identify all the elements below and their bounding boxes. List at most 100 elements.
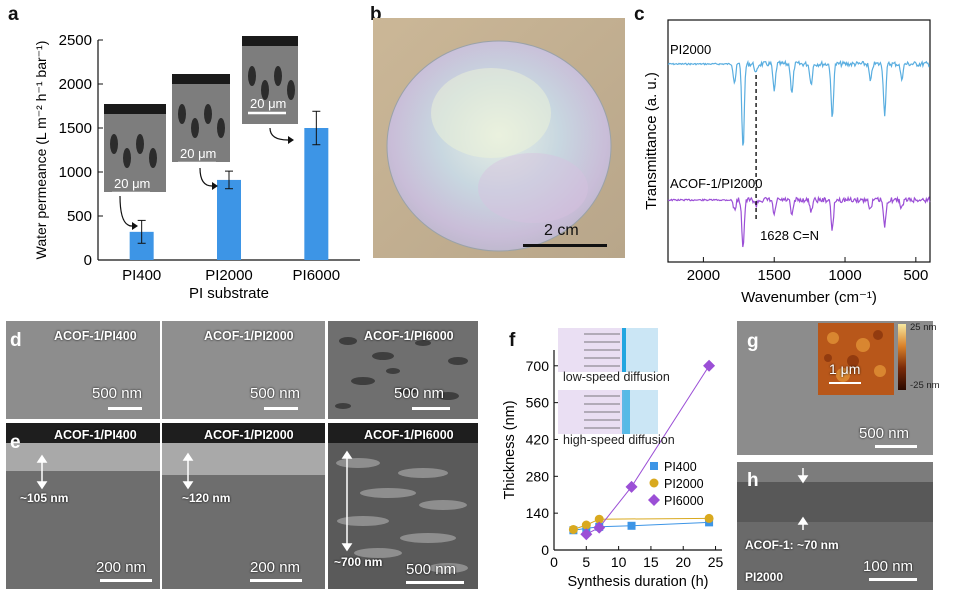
arrowhead <box>132 222 138 230</box>
x-tick-label: 1000 <box>828 267 861 284</box>
pore <box>191 118 199 138</box>
scale-label: 500 nm <box>250 385 301 402</box>
arrowhead <box>212 182 218 190</box>
y-tick-label: 500 <box>67 208 92 225</box>
colorbar-min-label: -25 nm <box>910 380 940 391</box>
y-axis-label: Thickness (nm) <box>502 400 518 499</box>
panel-label-e: e <box>10 432 21 453</box>
sem-top-pi2000: ACOF-1/PI2000 500 nm <box>162 321 325 419</box>
sem-top-pi400: ACOF-1/PI400 500 nm <box>6 321 160 419</box>
data-point <box>703 359 716 372</box>
data-point <box>568 524 578 534</box>
bar <box>217 179 241 260</box>
inset-scale-label: 20 μm <box>180 146 216 161</box>
afm-texture <box>824 330 886 382</box>
x-tick-label: 10 <box>611 554 627 570</box>
pore <box>274 66 282 86</box>
x-axis-label: Synthesis duration (h) <box>567 574 708 590</box>
x-tick-label: PI2000 <box>205 267 253 284</box>
pore <box>178 104 186 124</box>
PI2000-line <box>667 59 931 146</box>
h-arrows <box>797 468 809 530</box>
sem-cross-h: h ACOF-1: ~70 nm PI2000 100 nm <box>737 462 933 590</box>
panel-label-d: d <box>10 330 22 351</box>
x-tick-label: PI6000 <box>293 267 341 284</box>
data-point <box>593 521 606 534</box>
permeance-bar-chart: 0 500 1000 1500 2000 2500 PI400 PI2000 PI6000 PI … <box>33 32 360 300</box>
scale-bar <box>250 579 302 582</box>
layered-texture <box>336 458 468 573</box>
x-tick-label: 20 <box>675 554 691 570</box>
pore <box>261 80 269 100</box>
scale-bar <box>108 407 142 410</box>
sem-cross-pi400: ACOF-1/PI400 ~105 nm 200 nm <box>6 423 160 589</box>
sem-cross-pi2000: ACOF-1/PI2000 ~120 nm 200 nm <box>162 423 325 589</box>
scale-label: 100 nm <box>863 558 914 575</box>
series-label: ACOF-1/PI2000 <box>670 176 763 191</box>
annotation-label: 1628 C=N <box>760 228 819 243</box>
scale-label: 500 nm <box>406 561 457 578</box>
afm-scale-bar <box>829 382 861 384</box>
y-tick-label: 1000 <box>59 164 92 181</box>
inset-low-speed-water <box>624 328 658 372</box>
thickness-label: ~700 nm <box>334 555 383 569</box>
pore <box>110 134 118 154</box>
sem-title: ACOF-1/PI2000 <box>204 428 294 442</box>
scale-bar <box>412 407 450 410</box>
y-tick-label: 1500 <box>59 120 92 137</box>
trend-line <box>573 521 710 531</box>
panel-label-c: c <box>634 4 645 25</box>
panel-label-h: h <box>747 470 759 491</box>
inset-low-speed-film <box>622 328 626 372</box>
photo-scale-label: 2 cm <box>544 222 579 239</box>
bar <box>304 128 329 260</box>
scale-label: 200 nm <box>96 559 147 576</box>
ACOF-1/PI2000-line <box>667 195 931 248</box>
x-axis-label: Wavenumber (cm⁻¹) <box>741 289 877 306</box>
series-label: PI2000 <box>670 42 711 57</box>
scale-label: 200 nm <box>250 559 301 576</box>
inset-high-speed-film <box>622 390 630 434</box>
inset-scale-label: 20 μm <box>114 176 150 191</box>
scale-bar <box>875 445 917 448</box>
afm-colorbar <box>898 324 906 390</box>
pore <box>204 104 212 124</box>
legend-marker <box>648 494 660 506</box>
sem-top-pi6000: ACOF-1/PI6000 500 nm <box>328 321 478 419</box>
pore <box>123 148 131 168</box>
pointer-arrow <box>119 195 133 227</box>
x-tick-label: 15 <box>643 554 659 570</box>
x-axis-label: PI substrate <box>189 285 269 300</box>
legend-marker <box>650 462 658 470</box>
plot-frame <box>667 19 931 263</box>
trend-line <box>573 517 710 530</box>
sem-title: ACOF-1/PI6000 <box>364 428 454 442</box>
panel-label-f: f <box>509 330 516 351</box>
legend-marker <box>649 478 659 488</box>
legend-label: PI400 <box>664 460 697 474</box>
sem-title: ACOF-1/PI400 <box>54 329 137 343</box>
y-tick-label: 0 <box>541 542 549 558</box>
pore <box>149 148 157 168</box>
data-point <box>580 528 593 541</box>
scale-label: 500 nm <box>859 425 910 442</box>
y-tick-label: 0 <box>84 252 92 269</box>
scale-bar <box>406 581 464 584</box>
panel-label-g: g <box>747 331 759 352</box>
x-tick-label: 25 <box>708 554 724 570</box>
y-tick-label: 140 <box>526 505 550 521</box>
inset-high-speed-label: high-speed diffusion <box>563 433 675 447</box>
sem-inset-top <box>172 74 230 84</box>
y-axis-label: Transmittance (a. u.) <box>643 72 660 210</box>
panel-label-b: b <box>370 4 382 25</box>
data-point <box>594 514 604 524</box>
x-tick-label: 500 <box>903 267 928 284</box>
y-tick-label: 280 <box>526 468 550 484</box>
porous-texture <box>335 337 468 409</box>
y-tick-label: 420 <box>526 431 550 447</box>
pore <box>136 134 144 154</box>
sem-title: ACOF-1/PI6000 <box>364 329 454 343</box>
scale-label: 500 nm <box>394 385 445 402</box>
scale-bar <box>264 407 298 410</box>
legend-label: PI6000 <box>664 494 704 508</box>
